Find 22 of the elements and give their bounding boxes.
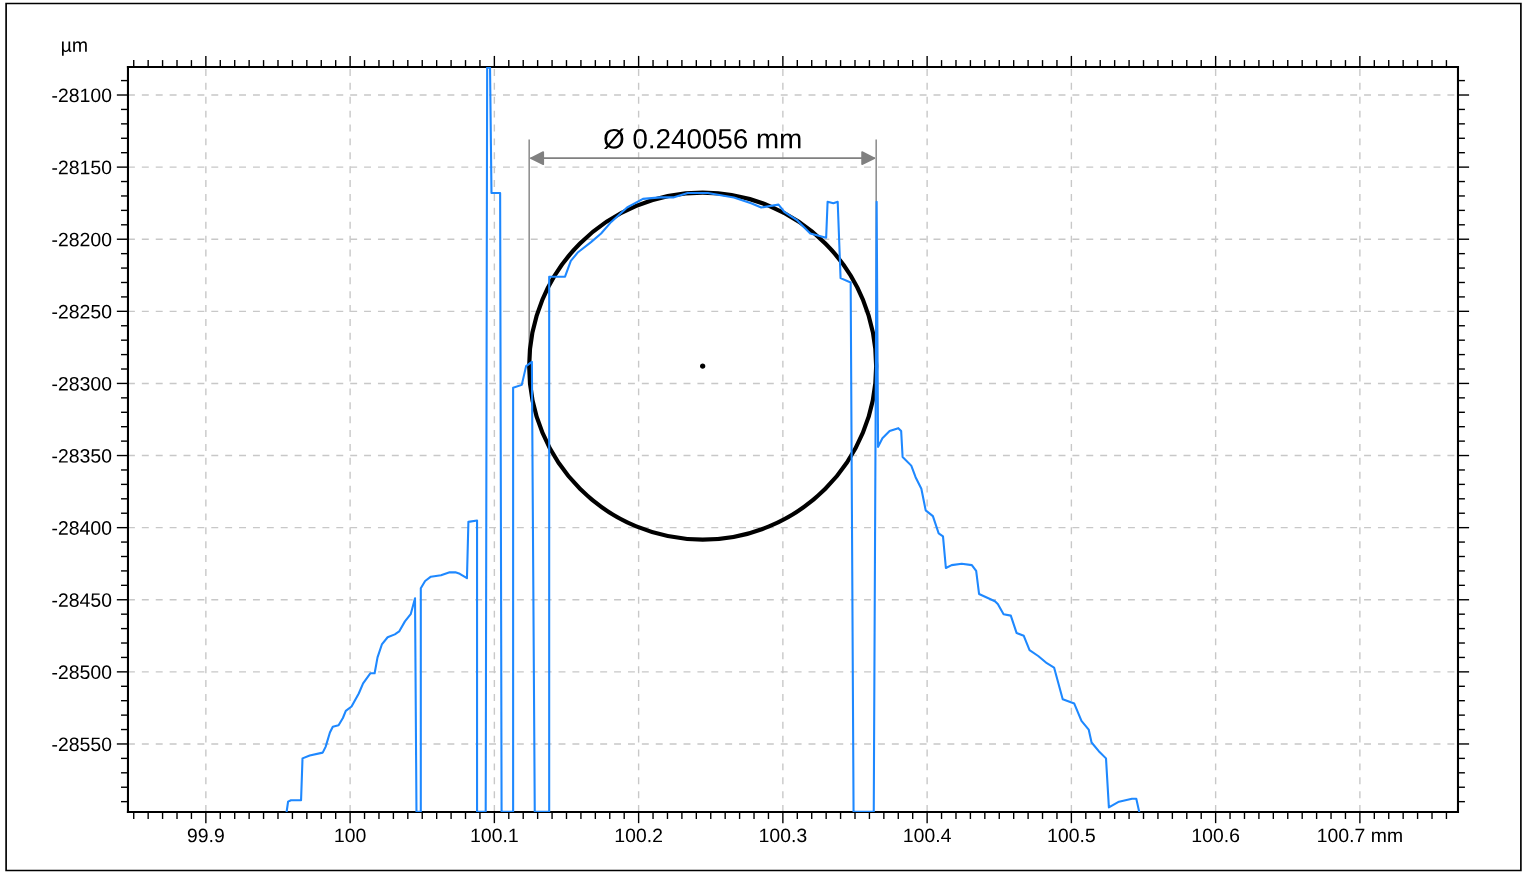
y-tick-label: -28250 [52, 304, 112, 319]
x-tick-label: 100 [335, 828, 366, 843]
x-tick-label: 100.1 [471, 828, 518, 843]
y-tick-label: -28450 [52, 593, 112, 607]
y-axis-title: µm [61, 41, 87, 56]
y-tick-label: -28300 [52, 376, 112, 391]
y-tick-label: -28500 [52, 665, 112, 680]
y-tick-label: -28350 [52, 449, 112, 463]
y-tick-label: -28400 [52, 521, 112, 535]
y-tick-label: -28150 [52, 160, 112, 175]
line-series [285, 67, 1141, 813]
x-tick-label: 99.9 [187, 828, 224, 843]
x-tick-label: 100.4 [904, 828, 951, 843]
x-tick-label: 100.7 mm [1318, 828, 1402, 843]
y-tick-label: -28550 [52, 737, 112, 752]
x-tick-label: 100.6 [1192, 828, 1240, 843]
y-tick-label: -28200 [52, 232, 112, 247]
annotation: Ø 0.240056 mm [604, 128, 801, 150]
x-tick-label: 100.5 [1048, 828, 1095, 843]
x-tick-label: 100.2 [615, 828, 662, 843]
x-tick-label: 100.3 [760, 828, 807, 843]
y-tick-label: -28100 [52, 88, 112, 103]
